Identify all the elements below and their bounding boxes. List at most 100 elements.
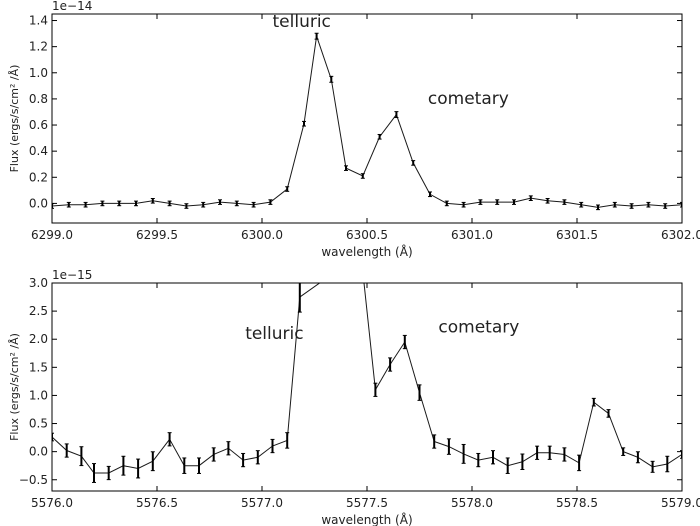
error-bar xyxy=(241,452,246,468)
error-bar xyxy=(629,203,634,209)
x-tick-label: 5577.5 xyxy=(346,496,388,510)
error-bar xyxy=(417,384,422,401)
error-bar xyxy=(535,445,540,460)
y-tick-label: 0.6 xyxy=(29,118,48,132)
error-bar xyxy=(612,201,617,208)
error-bar xyxy=(646,201,651,208)
error-bar xyxy=(394,111,399,119)
error-bar xyxy=(64,443,69,458)
y-scale-label: 1e−15 xyxy=(52,268,92,282)
error-bar xyxy=(579,201,584,208)
error-bar xyxy=(66,201,71,208)
x-tick-label: 5577.0 xyxy=(241,496,283,510)
error-bar xyxy=(388,357,393,372)
error-bar xyxy=(255,450,260,465)
error-bar xyxy=(505,457,510,474)
error-bar xyxy=(314,32,319,40)
error-bar xyxy=(52,203,54,209)
error-bar xyxy=(268,199,273,205)
error-bar xyxy=(545,197,550,204)
error-bar xyxy=(106,465,111,481)
annotation-cometary: cometary xyxy=(428,89,509,109)
y-tick-label: 0.5 xyxy=(29,417,48,431)
y-tick-label: 0.4 xyxy=(29,144,48,158)
error-bar xyxy=(302,120,306,127)
top-panel: 6299.0 6299.5 6300.0 6300.5 6301.0 6301.5 6302… xyxy=(8,0,700,259)
error-bar xyxy=(528,195,533,201)
y-tick-label: 2.5 xyxy=(29,304,48,318)
error-bar xyxy=(461,201,466,208)
error-bar xyxy=(167,200,172,207)
y-tick-label: 0.8 xyxy=(29,92,48,106)
error-bar xyxy=(562,447,567,462)
error-bar xyxy=(334,271,338,273)
error-bar xyxy=(361,271,365,273)
error-bar xyxy=(428,191,432,198)
y-scale-label: 1e−14 xyxy=(52,0,92,13)
error-bar xyxy=(117,200,122,207)
error-bar xyxy=(270,438,275,454)
error-bar xyxy=(444,200,449,207)
y-tick-label: 1.2 xyxy=(29,40,48,54)
y-axis-label: Flux (ergs/s/cm² /Å) xyxy=(8,65,21,173)
error-bar xyxy=(495,199,500,205)
y-tick-label: 2.0 xyxy=(29,332,48,346)
series-line xyxy=(52,283,682,474)
bottom-panel: 5576.0 5576.5 5577.0 5577.5 5578.0 5578.5 5579… xyxy=(8,268,700,526)
x-tick-label: 6300.5 xyxy=(346,228,388,242)
error-bar xyxy=(621,447,626,456)
error-bar xyxy=(402,334,407,350)
error-bar xyxy=(211,447,216,462)
error-bar xyxy=(411,160,416,166)
error-bar xyxy=(297,283,302,313)
y-tick-label: 1.5 xyxy=(29,360,48,374)
error-bar xyxy=(344,165,348,171)
error-bar xyxy=(134,200,138,207)
error-bar xyxy=(591,397,596,407)
annotation-cometary: cometary xyxy=(438,317,519,337)
error-bar xyxy=(432,434,437,449)
error-bar xyxy=(100,200,105,207)
y-tick-label: 0.0 xyxy=(29,445,48,459)
series-line xyxy=(52,36,682,208)
error-bar xyxy=(92,463,96,483)
x-tick-label: 5578.5 xyxy=(556,496,598,510)
annotation-telluric: telluric xyxy=(245,324,303,344)
error-bar xyxy=(150,451,155,472)
error-bar xyxy=(197,457,201,474)
y-tick-label: −0.5 xyxy=(19,473,48,487)
error-bar xyxy=(680,450,682,459)
x-tick-label: 6299.5 xyxy=(136,228,178,242)
x-axis-label: wavelength (Å) xyxy=(321,512,412,526)
error-bar xyxy=(182,457,187,474)
error-bar xyxy=(606,409,611,418)
error-bar xyxy=(79,446,84,467)
annotation-telluric: telluric xyxy=(273,12,331,32)
x-tick-label: 5576.5 xyxy=(136,496,178,510)
error-bar xyxy=(83,201,88,208)
error-bar xyxy=(562,199,567,205)
error-bar xyxy=(446,438,451,455)
plot-area xyxy=(52,271,682,483)
error-bar xyxy=(476,452,481,468)
error-bar xyxy=(184,203,189,209)
error-bar xyxy=(285,432,290,449)
x-tick-label: 6299.0 xyxy=(31,228,73,242)
error-bar xyxy=(680,201,682,208)
error-bar xyxy=(491,450,495,465)
error-bar xyxy=(234,200,239,207)
error-bar xyxy=(218,199,222,205)
error-bar xyxy=(167,432,172,447)
error-bar xyxy=(478,199,483,205)
y-axis-label: Flux (ergs/s/cm² /Å) xyxy=(8,333,21,441)
error-bar xyxy=(512,199,516,205)
y-tick-label: 1.4 xyxy=(29,14,48,28)
error-bar xyxy=(547,445,552,460)
error-bar xyxy=(136,458,141,479)
error-bar xyxy=(360,173,365,179)
x-tick-label: 5576.0 xyxy=(31,496,73,510)
error-bar xyxy=(461,443,466,464)
error-bar xyxy=(329,75,334,83)
error-bar xyxy=(520,453,525,471)
